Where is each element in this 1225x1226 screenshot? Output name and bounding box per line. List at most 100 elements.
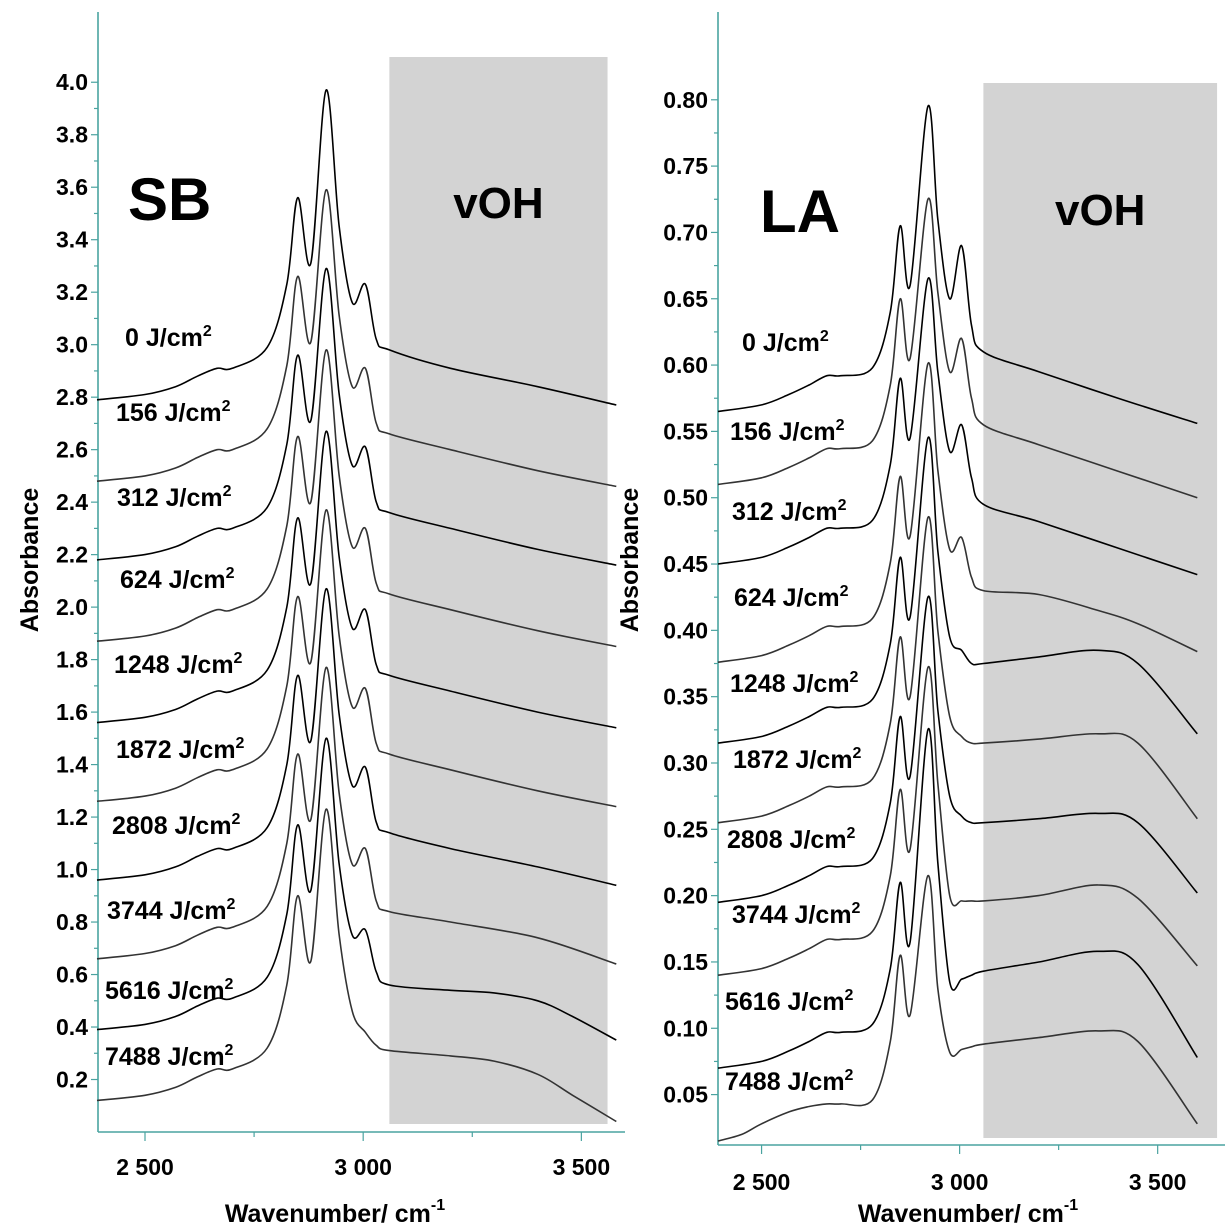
band-label: vOH (453, 179, 543, 228)
curve-label: 5616 J/cm2 (105, 976, 234, 1005)
curve-label-sup: 2 (847, 825, 856, 842)
curve-label-sup: 2 (234, 650, 243, 667)
x-axis-title-sup: -1 (431, 1197, 445, 1214)
curve-label: 0 J/cm2 (125, 323, 212, 352)
curve-label-sup: 2 (225, 976, 234, 993)
y-tick-label: 0.70 (663, 219, 708, 245)
y-tick-label: 0.6 (56, 962, 88, 988)
spectrum-line-156 (717, 197, 1198, 499)
curve-label: 156 J/cm2 (730, 417, 845, 446)
y-axis-title: Absorbance (616, 488, 644, 633)
curve-label: 7488 J/cm2 (105, 1042, 234, 1071)
curve-label: 1248 J/cm2 (114, 650, 243, 679)
curve-label-sup: 2 (845, 1067, 854, 1084)
y-tick-label: 3.2 (56, 279, 88, 305)
curve-label: 1872 J/cm2 (116, 735, 245, 764)
x-tick-label: 3 000 (931, 1169, 989, 1195)
spectrum-line-1872 (717, 516, 1198, 824)
y-tick-label: 0.55 (663, 418, 708, 444)
curve-label: 5616 J/cm2 (725, 987, 854, 1016)
y-tick-label: 0.45 (663, 551, 708, 577)
curve-label: 312 J/cm2 (117, 483, 232, 512)
y-tick-label: 0.4 (56, 1014, 88, 1040)
panel-label: SB (128, 166, 211, 233)
curve-label-sup: 2 (838, 497, 847, 514)
y-tick-label: 0.15 (663, 949, 708, 975)
y-tick-label: 2.2 (56, 542, 88, 568)
curve-label: 624 J/cm2 (120, 565, 235, 594)
curve-label-sup: 2 (225, 1042, 234, 1059)
x-tick-label: 3 500 (553, 1154, 611, 1180)
y-tick-label: 0.10 (663, 1015, 708, 1041)
y-tick-label: 1.4 (56, 752, 88, 778)
curve-label-sup: 2 (845, 987, 854, 1004)
x-tick-label: 3 000 (334, 1154, 392, 1180)
spectrum-line-7488 (717, 874, 1198, 1142)
y-tick-label: 0.50 (663, 485, 708, 511)
y-tick-label: 3.0 (56, 332, 88, 358)
y-tick-label: 0.60 (663, 352, 708, 378)
spectrum-line-7488 (96, 808, 617, 1123)
spectrum-line-312 (96, 267, 617, 566)
y-tick-label: 3.4 (56, 227, 88, 253)
y-tick-label: 0.2 (56, 1067, 88, 1093)
curve-label-sup: 2 (853, 745, 862, 762)
curve-label-sup: 2 (223, 483, 232, 500)
spectrum-line-0 (96, 89, 617, 406)
curve-label-sup: 2 (226, 565, 235, 582)
chart-panel-sb: 0.2 0.4 0.6 0.8 1.0 1.2 1.4 1.6 1.8 2.0 2.2 2.4 2.6 2… (16, 12, 625, 1226)
y-tick-label: 2.6 (56, 437, 88, 463)
y-tick-label: 0.75 (663, 153, 708, 179)
band-label: vOH (1055, 186, 1145, 235)
curve-label: 0 J/cm2 (742, 328, 829, 357)
x-axis-title: Wavenumber/ cm-1 (858, 1197, 1078, 1226)
chart-panel-la: 0.05 0.10 0.15 0.20 0.25 0.30 0.35 0.40 0.45 0.50… (616, 12, 1225, 1226)
y-tick-label: 0.80 (663, 87, 708, 113)
curve-label: 1248 J/cm2 (730, 669, 859, 698)
y-tick-label: 0.25 (663, 816, 708, 842)
spectrum-line-3744 (717, 665, 1198, 976)
curve-label: 3744 J/cm2 (732, 900, 861, 929)
x-tick-label: 2 500 (116, 1154, 174, 1180)
curve-label-sup: 2 (227, 896, 236, 913)
y-tick-label: 1.6 (56, 699, 88, 725)
spectrum-line-624 (717, 362, 1198, 663)
curve-label: 624 J/cm2 (734, 583, 849, 612)
spectrum-line-2808 (717, 595, 1198, 904)
y-tick-label: 2.4 (56, 489, 88, 515)
curve-label-sup: 2 (836, 417, 845, 434)
y-tick-label: 0.35 (663, 684, 708, 710)
x-axis-title-sup: -1 (1064, 1197, 1078, 1214)
y-tick-label: 0.30 (663, 750, 708, 776)
y-tick-label: 3.8 (56, 122, 88, 148)
curve-label: 2808 J/cm2 (727, 825, 856, 854)
y-tick-label: 2.0 (56, 594, 88, 620)
y-tick-label: 3.6 (56, 174, 88, 200)
voh-band (389, 57, 608, 1124)
y-tick-label: 1.2 (56, 804, 88, 830)
spectrum-line-1248 (717, 436, 1198, 744)
x-tick-label: 3 500 (1129, 1169, 1187, 1195)
curve-label-sup: 2 (236, 735, 245, 752)
y-tick-label: 2.8 (56, 384, 88, 410)
x-axis-title: Wavenumber/ cm-1 (225, 1197, 445, 1226)
y-tick-label: 0.65 (663, 286, 708, 312)
y-tick-label: 0.20 (663, 883, 708, 909)
spectrum-line-1248 (96, 430, 617, 729)
y-tick-label: 1.8 (56, 647, 88, 673)
spectrum-line-0 (717, 104, 1198, 425)
spectrum-line-312 (717, 277, 1198, 576)
spectrum-line-5616 (96, 737, 617, 1041)
y-tick-label: 1.0 (56, 857, 88, 883)
spectrum-line-5616 (717, 727, 1198, 1069)
y-axis-title: Absorbance (16, 488, 44, 633)
curve-label: 7488 J/cm2 (725, 1067, 854, 1096)
curve-label: 3744 J/cm2 (107, 896, 236, 925)
curve-label: 312 J/cm2 (732, 497, 847, 526)
curve-label: 2808 J/cm2 (112, 811, 241, 840)
curve-label: 156 J/cm2 (116, 398, 231, 427)
y-tick-label: 0.40 (663, 617, 708, 643)
x-tick-label: 2 500 (733, 1169, 791, 1195)
curve-label: 1872 J/cm2 (733, 745, 862, 774)
